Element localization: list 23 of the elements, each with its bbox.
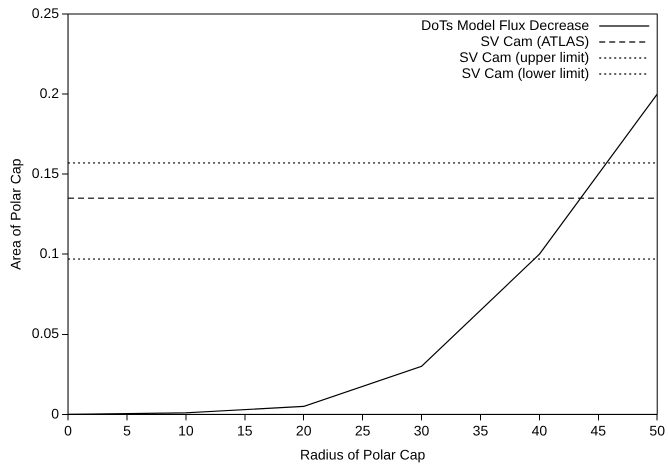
y-axis-title: Area of Polar Cap — [7, 158, 24, 270]
x-tick-label: 35 — [472, 422, 488, 439]
x-tick-label: 40 — [532, 422, 548, 439]
legend-label: SV Cam (upper limit) — [459, 48, 590, 65]
y-tick-label: 0.15 — [32, 165, 60, 182]
x-tick-label: 10 — [178, 422, 194, 439]
legend-label: SV Cam (lower limit) — [462, 64, 590, 81]
x-tick-label: 30 — [414, 422, 430, 439]
x-tick-label: 15 — [237, 422, 253, 439]
y-tick-label: 0.25 — [32, 4, 60, 21]
x-tick-label: 5 — [123, 422, 132, 439]
y-tick-label: 0.1 — [40, 245, 60, 262]
x-tick-label: 45 — [590, 422, 606, 439]
x-axis-title: Radius of Polar Cap — [300, 446, 426, 462]
legend-label: DoTs Model Flux Decrease — [421, 16, 590, 33]
x-tick-label: 50 — [649, 422, 666, 439]
x-tick-label: 20 — [296, 422, 312, 439]
y-tick-label: 0 — [51, 405, 60, 422]
legend-label: SV Cam (ATLAS) — [480, 32, 590, 49]
x-tick-label: 25 — [354, 422, 371, 439]
y-tick-label: 0.05 — [32, 325, 60, 342]
x-tick-label: 0 — [64, 422, 72, 439]
y-tick-label: 0.2 — [40, 84, 60, 101]
